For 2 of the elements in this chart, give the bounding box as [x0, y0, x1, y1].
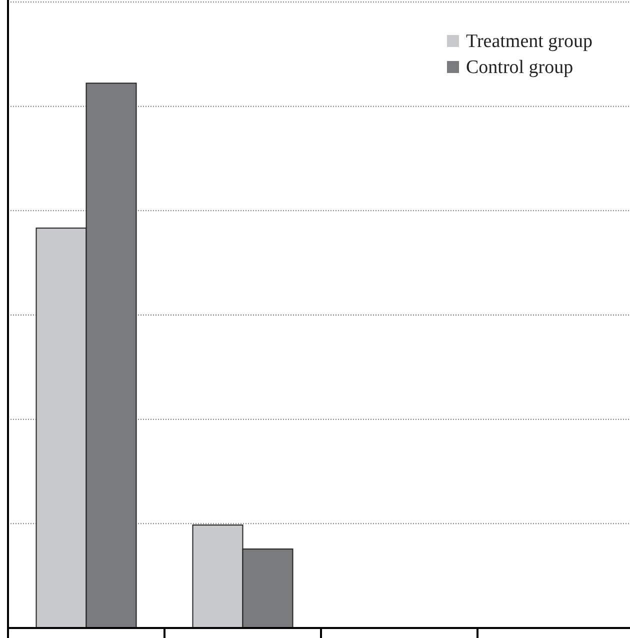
legend-label: Control group	[466, 57, 574, 78]
legend-label: Treatment group	[466, 31, 592, 52]
